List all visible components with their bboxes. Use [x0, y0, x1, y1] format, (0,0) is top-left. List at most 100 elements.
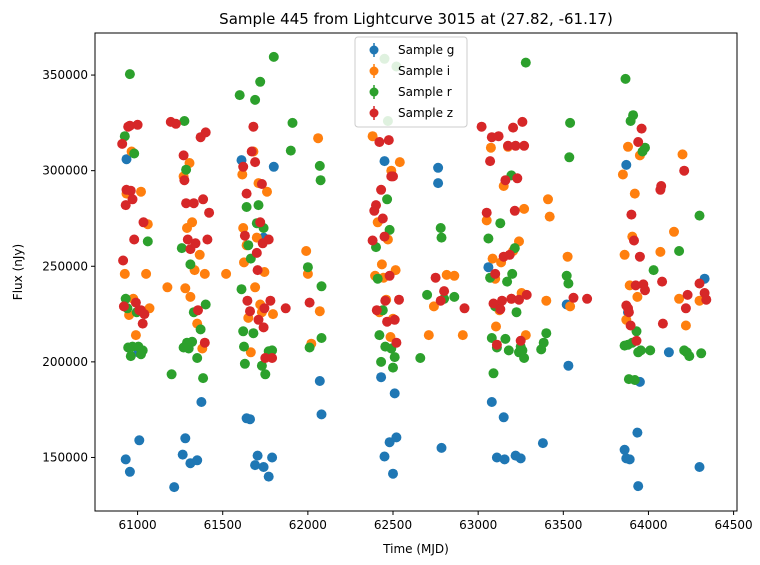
data-point-sample-z: [514, 294, 524, 305]
data-point-sample-z: [439, 286, 450, 297]
data-point-sample-g: [379, 451, 390, 462]
data-point-sample-r: [389, 352, 400, 363]
data-point-sample-r: [253, 200, 264, 211]
data-point-sample-i: [423, 330, 434, 341]
data-point-sample-r: [314, 160, 325, 171]
data-point-sample-g: [499, 454, 510, 465]
data-point-sample-g: [177, 449, 188, 460]
data-point-sample-i: [199, 268, 210, 279]
data-point-sample-z: [657, 318, 668, 329]
data-point-sample-z: [394, 294, 404, 305]
data-point-sample-r: [239, 341, 249, 352]
data-point-sample-z: [694, 278, 705, 289]
data-point-sample-r: [500, 333, 511, 344]
data-point-sample-r: [315, 175, 326, 186]
data-point-sample-r: [248, 328, 259, 339]
data-point-sample-r: [137, 345, 148, 356]
data-point-sample-g: [621, 159, 632, 170]
data-point-sample-i: [136, 186, 146, 197]
data-point-sample-z: [481, 207, 492, 218]
data-point-sample-i: [162, 282, 173, 293]
data-point-sample-z: [391, 337, 402, 348]
data-point-sample-i: [481, 215, 492, 226]
data-point-sample-z: [130, 297, 141, 308]
data-point-sample-i: [185, 291, 196, 302]
data-point-sample-r: [674, 246, 685, 256]
data-point-sample-i: [629, 188, 640, 199]
data-point-sample-z: [367, 235, 378, 246]
data-point-sample-z: [280, 303, 291, 314]
data-point-sample-z: [485, 156, 496, 167]
data-point-sample-i: [457, 330, 468, 341]
data-point-sample-g: [563, 360, 574, 371]
data-point-sample-z: [259, 303, 270, 314]
data-point-sample-z: [376, 184, 387, 195]
data-point-sample-g: [120, 454, 131, 465]
data-point-sample-z: [263, 234, 274, 245]
data-point-sample-r: [511, 307, 522, 318]
data-point-sample-z: [199, 337, 210, 348]
data-point-sample-g: [619, 444, 630, 455]
data-point-sample-i: [367, 131, 378, 142]
data-point-sample-r: [176, 243, 187, 254]
legend-label-sample-i: Sample i: [398, 64, 450, 78]
data-point-sample-z: [125, 185, 136, 196]
data-point-sample-i: [655, 246, 666, 257]
data-point-sample-g: [376, 372, 387, 383]
legend-label-sample-g: Sample g: [398, 43, 454, 57]
data-point-sample-r: [302, 262, 313, 273]
data-point-sample-z: [190, 238, 201, 249]
legend-marker-sample-i: [369, 66, 379, 76]
data-point-sample-i: [565, 301, 576, 312]
data-point-sample-i: [428, 301, 439, 312]
data-point-sample-z: [132, 119, 143, 130]
data-point-sample-r: [645, 345, 656, 356]
data-point-sample-r: [238, 326, 249, 337]
data-point-sample-z: [510, 140, 521, 151]
data-point-sample-r: [388, 362, 398, 373]
data-point-sample-z: [630, 280, 641, 291]
data-point-sample-z: [623, 307, 634, 318]
data-point-sample-z: [680, 303, 691, 314]
data-point-sample-r: [267, 345, 278, 356]
data-point-sample-z: [139, 309, 150, 320]
data-point-sample-z: [248, 121, 259, 132]
data-point-sample-i: [141, 268, 152, 279]
data-point-sample-z: [504, 249, 515, 260]
data-point-sample-z: [679, 165, 690, 176]
data-point-sample-g: [433, 178, 444, 189]
data-point-sample-r: [268, 51, 279, 62]
data-point-sample-r: [125, 351, 136, 362]
data-point-sample-r: [166, 369, 177, 380]
data-point-sample-g: [268, 161, 279, 172]
data-point-sample-r: [376, 356, 387, 367]
data-point-sample-r: [316, 333, 327, 343]
data-point-sample-r: [503, 345, 514, 356]
axes-frame: [94, 32, 738, 512]
data-point-sample-z: [626, 209, 637, 220]
data-point-sample-z: [120, 200, 131, 211]
data-point-sample-r: [234, 90, 245, 101]
data-point-sample-r: [120, 293, 131, 304]
data-point-sample-r: [502, 276, 513, 287]
data-point-sample-z: [182, 234, 193, 245]
data-point-sample-i: [669, 226, 679, 237]
data-point-sample-i: [301, 246, 312, 256]
data-point-sample-z: [250, 157, 261, 168]
legend: Sample g Sample i Sample r Sample z: [354, 36, 468, 128]
data-point-sample-g: [250, 460, 261, 471]
data-point-sample-g: [263, 471, 274, 482]
y-tick-label: 250000: [42, 259, 88, 273]
data-point-sample-i: [617, 169, 628, 180]
x-tick-label: 61000: [118, 518, 156, 532]
data-point-sample-r: [640, 142, 650, 153]
y-tick-label: 200000: [42, 355, 88, 369]
data-point-sample-i: [250, 282, 261, 293]
data-point-sample-z: [568, 292, 579, 303]
data-point-sample-r: [564, 152, 575, 163]
data-point-sample-i: [680, 320, 691, 331]
data-point-sample-i: [314, 306, 325, 317]
data-point-sample-g: [252, 450, 263, 461]
data-point-sample-g: [180, 433, 191, 444]
data-point-sample-r: [256, 360, 267, 371]
